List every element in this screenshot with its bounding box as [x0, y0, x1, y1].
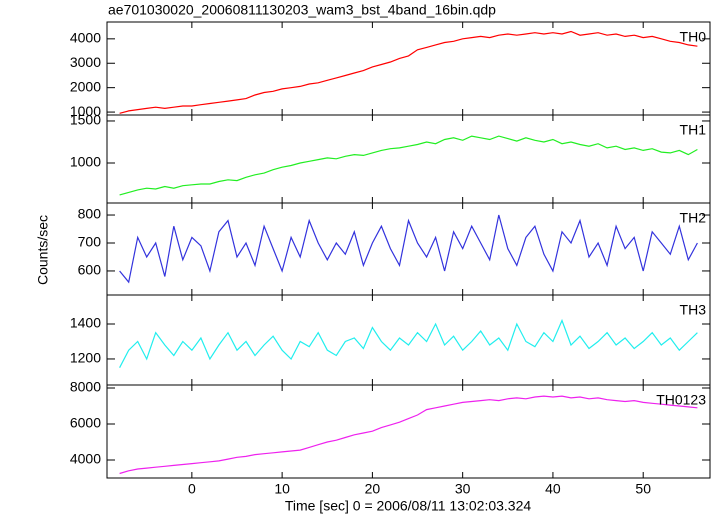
chart-title: ae701030020_20060811130203_wam3_bst_4ban… [108, 2, 496, 18]
x-tick-label: 20 [365, 481, 381, 497]
y-tick-label: 1000 [70, 154, 101, 170]
x-tick-label: 50 [635, 481, 651, 497]
panel-label: TH0123 [656, 392, 706, 408]
y-tick-label: 6000 [70, 415, 101, 431]
panel-frame [106, 21, 711, 116]
y-tick-label: 1500 [70, 112, 101, 128]
panel-label: TH1 [680, 122, 707, 138]
series-line [119, 318, 698, 368]
panel-frame [106, 294, 711, 386]
y-tick-label: 700 [78, 234, 102, 250]
series-line [119, 395, 698, 475]
panel-frame [106, 114, 711, 204]
y-tick-label: 1400 [70, 315, 101, 331]
x-tick-label: 40 [545, 481, 561, 497]
y-tick-label: 2000 [70, 78, 101, 94]
y-tick-label: 4000 [70, 451, 101, 467]
y-tick-label: 600 [78, 262, 102, 278]
y-axis-label: Counts/sec [35, 215, 51, 285]
x-tick-label: 0 [188, 481, 196, 497]
x-tick-label: 10 [274, 481, 290, 497]
panel-label: TH0 [680, 29, 707, 45]
y-tick-label: 4000 [70, 30, 101, 46]
y-tick-label: 3000 [70, 54, 101, 70]
series-line [119, 214, 698, 284]
y-tick-label: 800 [78, 206, 102, 222]
x-tick-label: 30 [455, 481, 471, 497]
panel-label: TH2 [680, 210, 707, 226]
series-line [119, 135, 698, 196]
y-tick-label: 1200 [70, 350, 101, 366]
series-line [119, 30, 698, 114]
y-tick-label: 8000 [70, 379, 101, 395]
panel-frame [106, 384, 711, 479]
y-tick-label: 1000 [70, 103, 101, 119]
panel-label: TH3 [680, 302, 707, 318]
panel-frame [106, 202, 711, 296]
x-axis-label: Time [sec] 0 = 2006/08/11 13:02:03.324 [285, 498, 532, 514]
